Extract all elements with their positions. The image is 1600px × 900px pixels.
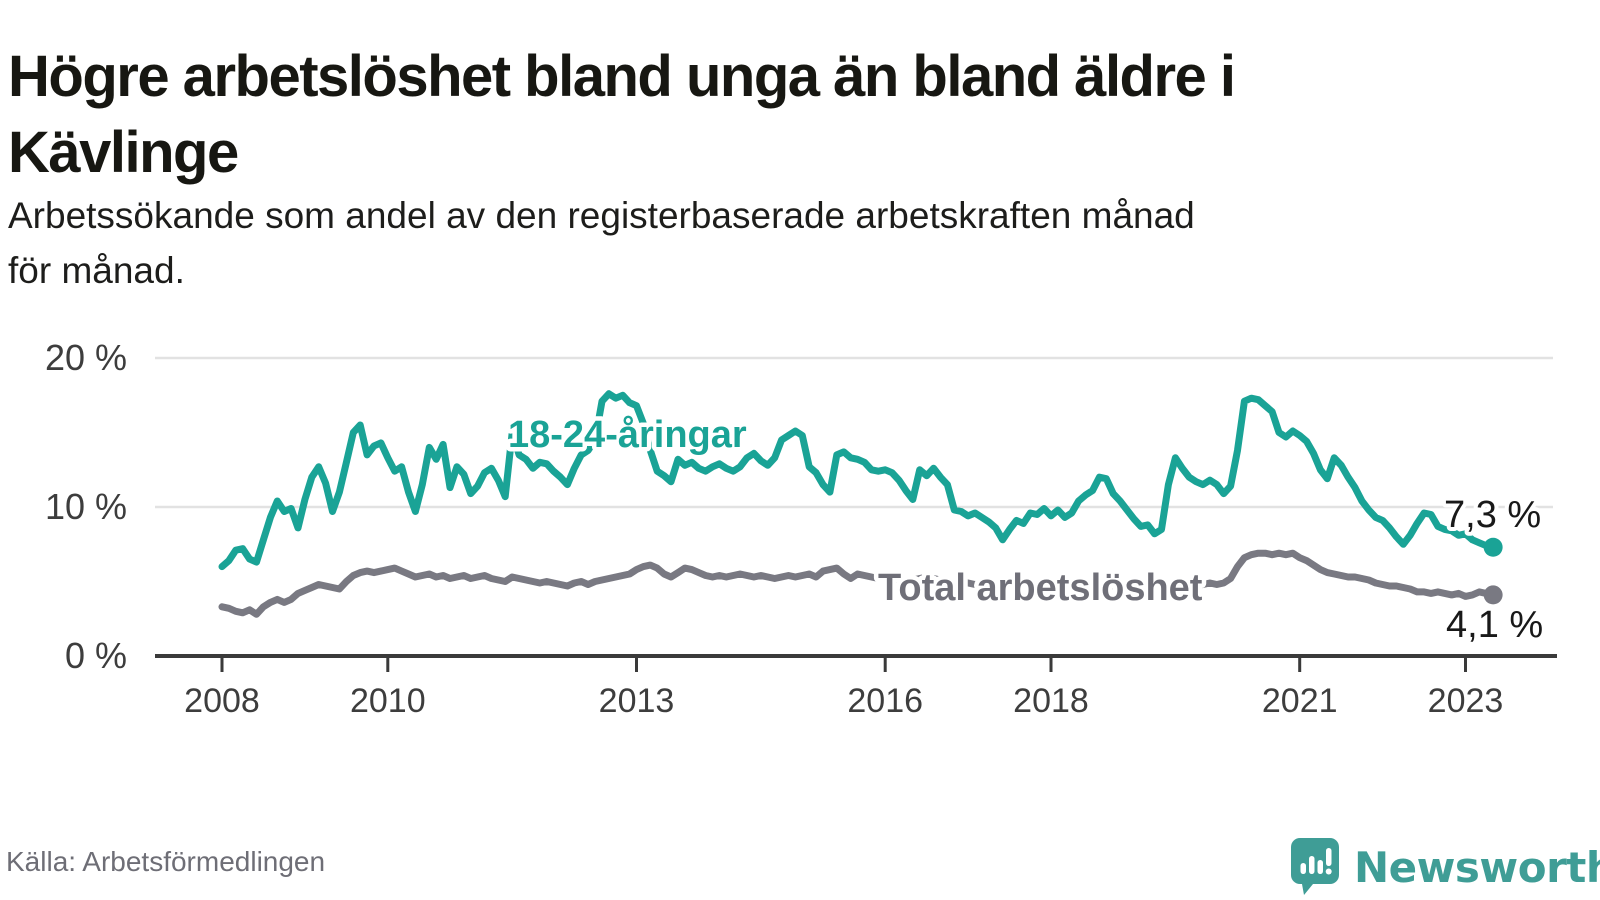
end-dot-total bbox=[1483, 585, 1503, 605]
chart-subtitle: Arbetssökande som andel av den registerb… bbox=[8, 188, 1568, 298]
end-value-label-youth: 7,3 % bbox=[1444, 494, 1541, 536]
page-title: Högre arbetslöshet bland unga än bland ä… bbox=[8, 39, 1568, 191]
x-tick-label-2018: 2018 bbox=[1013, 682, 1089, 720]
newsworthy-logo-text: Newsworthy bbox=[1354, 842, 1600, 892]
y-tick-label-0: 0 % bbox=[65, 635, 127, 676]
source-note: Källa: Arbetsförmedlingen bbox=[6, 846, 326, 877]
newsworthy-logo: Newsworthy bbox=[1290, 836, 1600, 898]
end-value-label-total: 4,1 % bbox=[1446, 604, 1543, 646]
x-tick-label-2016: 2016 bbox=[847, 682, 923, 720]
y-tick-label-20: 20 % bbox=[45, 337, 127, 378]
x-tick-label-2013: 2013 bbox=[599, 682, 675, 720]
x-tick-label-2021: 2021 bbox=[1262, 682, 1338, 720]
subtitle-line-2: för månad. bbox=[8, 250, 185, 291]
end-dot-youth bbox=[1483, 537, 1503, 557]
title-line-2: Kävlinge bbox=[8, 119, 239, 185]
series-line-youth bbox=[218, 390, 1497, 571]
x-tick-label-2008: 2008 bbox=[184, 682, 260, 720]
x-tick-label-2010: 2010 bbox=[350, 682, 426, 720]
series-line-total bbox=[218, 549, 1497, 618]
y-tick-label-10: 10 % bbox=[45, 486, 127, 527]
series-label-youth: 18-24-åringar bbox=[508, 414, 747, 456]
series-label-total: Total arbetslöshet bbox=[878, 567, 1203, 609]
newsworthy-logo-icon bbox=[1291, 838, 1339, 895]
subtitle-line-1: Arbetssökande som andel av den registerb… bbox=[8, 195, 1195, 236]
title-line-1: Högre arbetslöshet bland unga än bland ä… bbox=[8, 43, 1236, 109]
x-tick-label-2023: 2023 bbox=[1428, 682, 1504, 720]
